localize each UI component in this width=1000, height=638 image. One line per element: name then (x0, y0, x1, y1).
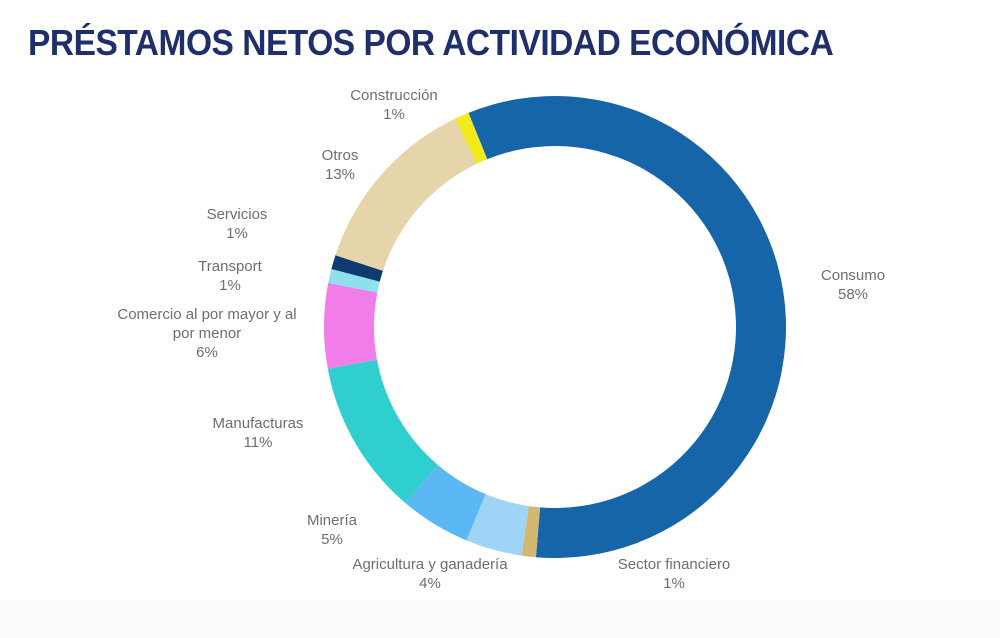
label-servicios: Servicios 1% (206, 206, 268, 242)
label-construccion: Construcción 1% (350, 87, 438, 123)
donut-segment-consumo (468, 95, 787, 558)
donut-segment-servicios (331, 255, 383, 282)
donut-segment-construcci-n (455, 112, 488, 164)
label-sector-financiero: Sector financiero 1% (617, 556, 731, 592)
donut-segment-comercio-al-por-mayor-y-al-por-menor (324, 283, 378, 369)
donut-segment-otros (335, 118, 477, 271)
footer-band (0, 600, 1000, 638)
chart-title: PRÉSTAMOS NETOS POR ACTIVIDAD ECONÓMICA (28, 22, 834, 63)
donut-segment-transport (328, 269, 380, 293)
label-consumo: Consumo 58% (820, 267, 886, 303)
donut-segment-sector-financiero (521, 506, 541, 558)
donut-segment-agricultura-y-ganader-a (466, 494, 529, 556)
label-mineria: Minería 5% (306, 512, 358, 548)
label-transport: Transport 1% (198, 258, 262, 294)
label-comercio: Comercio al por mayor y al por menor 6% (117, 306, 297, 361)
donut-segment-miner-a (405, 464, 486, 541)
donut-segment-manufacturas (327, 359, 438, 503)
label-otros: Otros 13% (321, 147, 359, 183)
label-agricultura: Agricultura y ganadería 4% (352, 556, 508, 592)
label-manufacturas: Manufacturas 11% (212, 415, 304, 451)
